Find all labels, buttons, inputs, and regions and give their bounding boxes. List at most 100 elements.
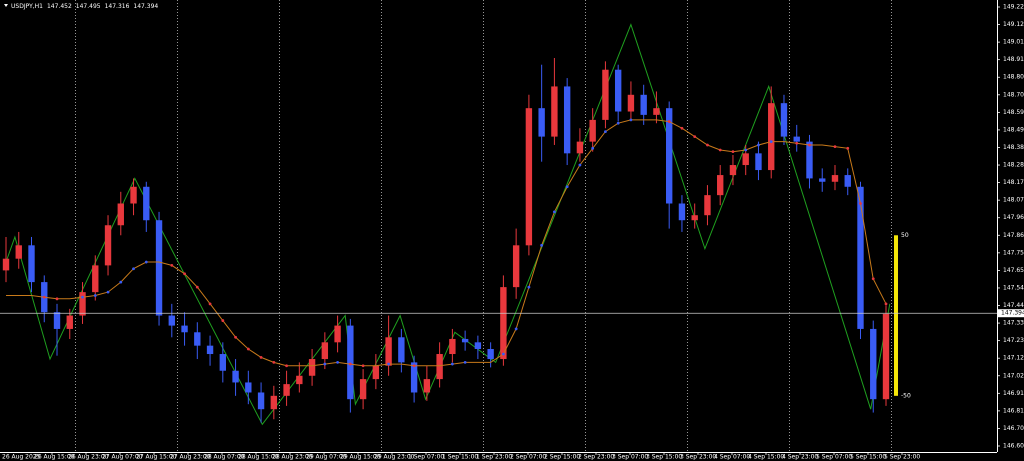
ma-dot bbox=[81, 295, 84, 299]
candle-body bbox=[844, 175, 851, 187]
candle-body bbox=[232, 370, 239, 383]
ma-dot bbox=[361, 364, 365, 368]
candle-body bbox=[627, 94, 635, 112]
ma-dot bbox=[144, 260, 148, 264]
candle-body bbox=[729, 165, 737, 176]
y-tick-label: 149.225 bbox=[1003, 4, 1024, 11]
y-tick-label: 146.810 bbox=[1003, 407, 1024, 414]
candle-body bbox=[257, 392, 265, 410]
ma-dot bbox=[93, 294, 97, 297]
ma-dot bbox=[604, 130, 607, 133]
ma-dot bbox=[718, 148, 722, 152]
ma-dot bbox=[285, 364, 288, 368]
ma-dot bbox=[769, 140, 773, 144]
candle-body bbox=[653, 108, 660, 115]
x-tick-label: 3 Sep 15:00 bbox=[646, 454, 682, 461]
ma-dot bbox=[693, 135, 697, 139]
ma-dot bbox=[246, 347, 250, 351]
candle-body bbox=[691, 215, 698, 221]
candle-body bbox=[436, 354, 443, 380]
ma-dot bbox=[680, 126, 684, 130]
x-tick-label: 27 Aug 15:00 bbox=[136, 454, 177, 461]
ma-dot bbox=[208, 302, 212, 306]
ma-dot bbox=[323, 362, 327, 366]
ma-dot bbox=[565, 185, 569, 189]
x-tick-label: 28 Aug 07:00 bbox=[204, 454, 245, 461]
last-price-label: 147.394 bbox=[1001, 310, 1024, 317]
candle-body bbox=[53, 312, 61, 329]
y-tick-label: 147.545 bbox=[1003, 284, 1024, 291]
candle-body bbox=[487, 349, 494, 360]
y-tick-label: 148.700 bbox=[1003, 91, 1024, 98]
ma-dot bbox=[859, 202, 862, 205]
x-tick-label: 3 Sep 07:00 bbox=[612, 454, 648, 461]
y-tick-label: 147.335 bbox=[1003, 320, 1024, 327]
candle-body bbox=[614, 69, 622, 112]
candle-body bbox=[398, 337, 405, 363]
x-tick-label: 27 Aug 23:00 bbox=[170, 454, 211, 461]
ma-dot bbox=[871, 277, 875, 281]
candle-body bbox=[512, 245, 520, 288]
candle-body bbox=[538, 108, 545, 137]
x-tick-label: 4 Sep 07:00 bbox=[714, 454, 750, 461]
x-tick-label: 27 Aug 07:00 bbox=[102, 454, 143, 461]
y-tick-label: 148.490 bbox=[1003, 126, 1024, 133]
signal-bar bbox=[894, 235, 898, 396]
x-tick-label: 29 Aug 15:00 bbox=[340, 454, 381, 461]
x-tick-label: 1 Sep 15:00 bbox=[442, 454, 478, 461]
candle-body bbox=[245, 382, 252, 393]
candle-body bbox=[270, 395, 278, 410]
candle-body bbox=[283, 384, 290, 396]
candle-body bbox=[551, 86, 558, 137]
x-tick-label: 2 Sep 23:00 bbox=[578, 454, 614, 461]
signal-label: -50 bbox=[901, 392, 911, 399]
candle-body bbox=[104, 225, 112, 266]
ma-dot bbox=[463, 360, 467, 364]
x-tick-label: 2 Sep 15:00 bbox=[544, 454, 580, 461]
ma-dot bbox=[221, 319, 225, 322]
candle-body bbox=[704, 195, 711, 216]
candle-body bbox=[15, 245, 22, 259]
candle-body bbox=[793, 136, 800, 142]
x-tick-label: 4 Sep 15:00 bbox=[748, 454, 784, 461]
candle-body bbox=[806, 141, 813, 179]
ma-dot bbox=[578, 163, 582, 167]
ma-dot bbox=[706, 143, 709, 147]
y-tick-label: 146.705 bbox=[1003, 425, 1024, 432]
ma-dot bbox=[259, 355, 263, 359]
ma-dot bbox=[106, 290, 110, 294]
quote-value: 147.495 bbox=[76, 3, 101, 10]
candle-body bbox=[768, 103, 775, 171]
header-icon bbox=[4, 4, 8, 7]
ma-dot bbox=[731, 150, 735, 154]
x-tick-label: 29 Aug 23:00 bbox=[374, 454, 415, 461]
candle-body bbox=[449, 338, 456, 355]
ma-dot bbox=[170, 263, 174, 267]
header: USDJPY,H1 147.452 147.495 147.316 147.394 bbox=[11, 3, 158, 10]
x-tick-label: 5 Sep 07:00 bbox=[816, 454, 852, 461]
ma-dot bbox=[629, 118, 633, 122]
y-tick-label: 148.805 bbox=[1003, 74, 1024, 81]
y-tick-label: 147.020 bbox=[1003, 372, 1024, 379]
ma-dot bbox=[119, 280, 123, 284]
y-tick-label: 148.280 bbox=[1003, 162, 1024, 169]
candle-body bbox=[755, 153, 762, 171]
y-tick-label: 148.070 bbox=[1003, 197, 1024, 204]
candle-body bbox=[461, 338, 469, 343]
x-tick-label: 3 Sep 23:00 bbox=[680, 454, 716, 461]
candle-body bbox=[423, 379, 431, 393]
moving-average bbox=[6, 119, 887, 367]
x-tick-label: 28 Aug 15:00 bbox=[238, 454, 279, 461]
y-tick-label: 149.015 bbox=[1003, 39, 1024, 46]
ma-dot bbox=[808, 143, 811, 147]
x-tick-label: 26 Aug 15:00 bbox=[34, 454, 75, 461]
candle-body bbox=[819, 178, 826, 182]
candle-body bbox=[28, 245, 35, 283]
ma-dot bbox=[591, 146, 595, 150]
x-tick-label: 5 Sep 23:00 bbox=[884, 454, 920, 461]
y-tick-label: 147.860 bbox=[1003, 232, 1024, 239]
quote-value: 147.394 bbox=[133, 3, 158, 10]
x-tick-label: 4 Sep 23:00 bbox=[782, 454, 818, 461]
ma-dot bbox=[795, 141, 799, 145]
ma-dot bbox=[501, 352, 505, 356]
